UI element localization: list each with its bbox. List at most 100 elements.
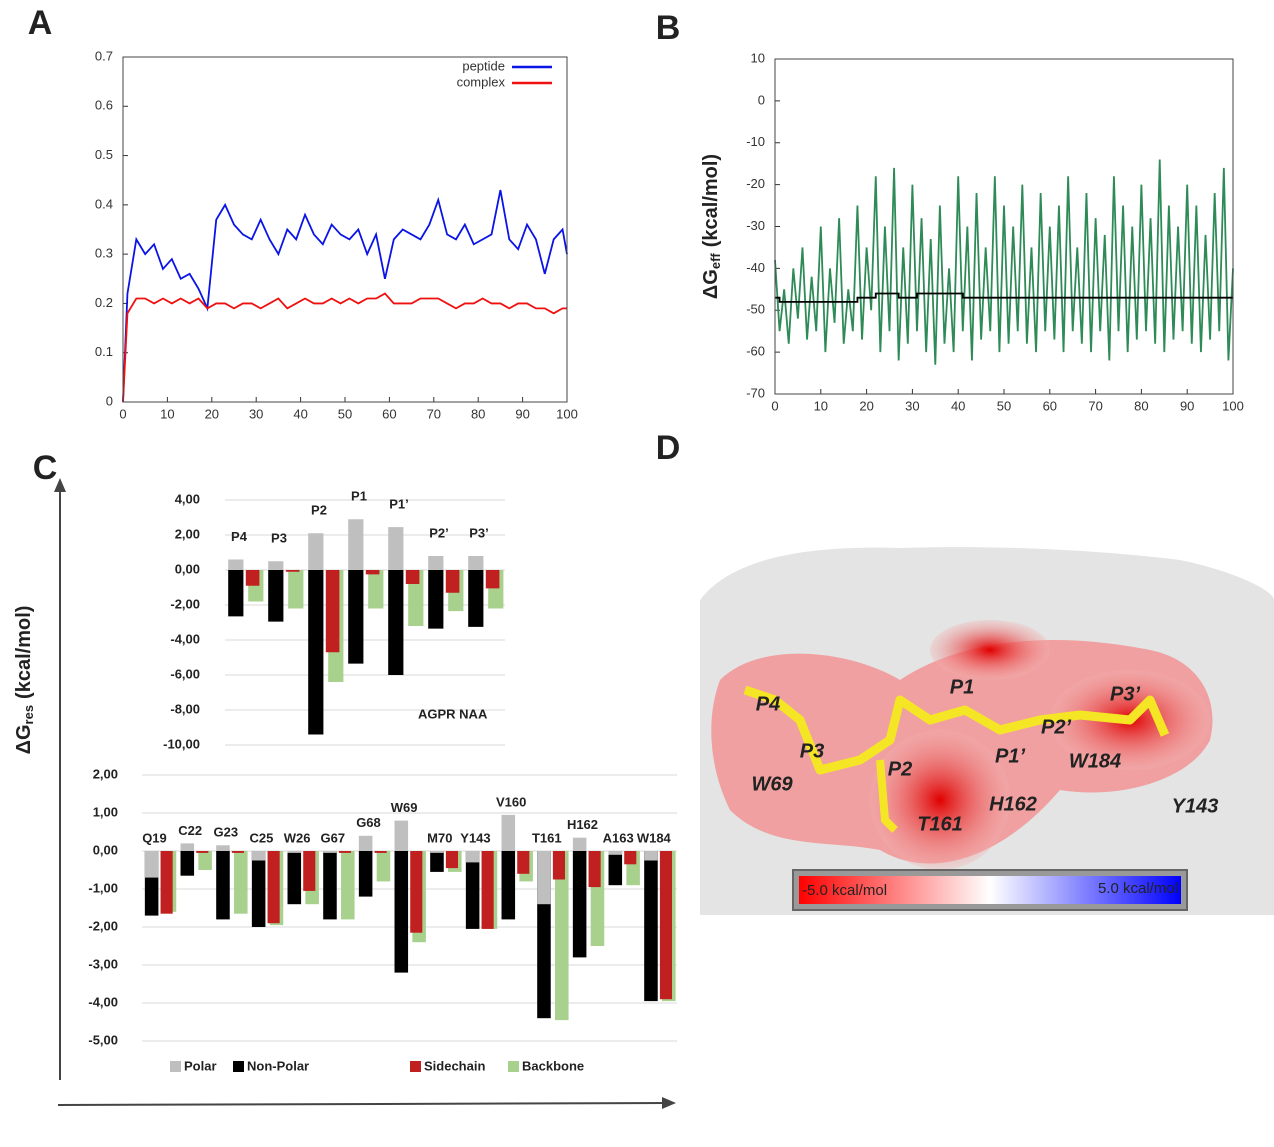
bar [288, 851, 302, 853]
bar [145, 851, 159, 878]
category-label: P1’ [389, 497, 409, 512]
colorbar-label: 5.0 kcal/mol [1098, 880, 1178, 897]
panel-label: D [656, 429, 681, 467]
y-tick-label: -70 [746, 385, 765, 400]
series-line [123, 294, 567, 402]
x-tick-label: 70 [1088, 398, 1102, 413]
y-tick-label: -4,00 [170, 631, 200, 646]
y-tick-label: -10,00 [163, 736, 200, 751]
x-tick-label: 10 [160, 406, 174, 421]
bar [553, 851, 565, 880]
y-tick-label: -5,00 [88, 1032, 118, 1047]
y-tick-label: 10 [751, 50, 765, 65]
category-label: W69 [391, 800, 418, 815]
x-tick-label: 100 [556, 406, 578, 421]
axis-title-part: (kcal/mol) [700, 154, 722, 247]
bar [368, 570, 383, 609]
axis-title-part: ΔG [13, 724, 35, 754]
site-label: P1 [950, 676, 974, 698]
colorbar-label: -5.0 kcal/mol [802, 882, 887, 899]
axis-title: ΔGeff(kcal/mol) [700, 154, 723, 299]
bar [268, 561, 283, 570]
y-tick-label: -50 [746, 302, 765, 317]
bar [410, 851, 422, 933]
category-label: C22 [178, 823, 202, 838]
bar [161, 851, 173, 914]
legend-label: Non-Polar [247, 1058, 309, 1073]
x-tick-label: 50 [338, 406, 352, 421]
y-tick-label: -3,00 [88, 956, 118, 971]
category-label: G68 [356, 815, 381, 830]
figure: ABCD00.10.20.30.40.50.60.701020304050607… [0, 0, 1274, 1147]
y-tick-label: -40 [746, 260, 765, 275]
category-label: Y143 [460, 830, 490, 845]
x-tick-label: 100 [1222, 398, 1244, 413]
series-line [775, 160, 1233, 365]
bar [573, 851, 587, 957]
bar [286, 570, 300, 572]
arrow-head [662, 1097, 676, 1109]
panel-label: A [28, 4, 53, 42]
bar [406, 570, 420, 584]
bar [502, 851, 516, 919]
x-tick-label: 0 [119, 406, 126, 421]
bar [482, 851, 494, 929]
axis-title: ΔGres(kcal/mol) [13, 606, 36, 755]
site-label: P2 [888, 758, 912, 780]
x-tick-label: 20 [859, 398, 873, 413]
y-tick-label: 0.4 [95, 196, 113, 211]
y-tick-label: 2,00 [175, 526, 200, 541]
x-tick-label: 0 [771, 398, 778, 413]
category-label: W184 [637, 830, 672, 845]
x-tick-label: 40 [951, 398, 965, 413]
bar [288, 851, 302, 904]
category-label: V160 [496, 794, 526, 809]
bar [446, 851, 458, 868]
y-tick-label: 0.5 [95, 147, 113, 162]
series-line [123, 190, 567, 402]
y-tick-label: 0,00 [93, 842, 118, 857]
bar [377, 851, 391, 881]
y-tick-label: -2,00 [170, 596, 200, 611]
x-tick-label: 30 [249, 406, 263, 421]
category-label: M70 [427, 830, 452, 845]
y-tick-label: 0.6 [95, 98, 113, 113]
category-label: P4 [231, 529, 248, 544]
y-tick-label: -60 [746, 344, 765, 359]
residue-label: H162 [989, 793, 1037, 815]
x-tick-label: 80 [1134, 398, 1148, 413]
bar [644, 851, 658, 861]
category-label: A163 [603, 830, 634, 845]
x-tick-label: 60 [1043, 398, 1057, 413]
category-label: P1 [351, 489, 367, 504]
bar [395, 851, 409, 973]
residue-label: W69 [751, 773, 793, 795]
y-tick-label: -1,00 [88, 880, 118, 895]
y-tick-label: -2,00 [88, 918, 118, 933]
site-label: P2’ [1041, 716, 1071, 738]
bar [388, 570, 403, 675]
axis-title-part: ΔG [700, 269, 722, 299]
legend-label: peptide [462, 58, 505, 73]
x-tick-label: 50 [997, 398, 1011, 413]
bar [428, 570, 443, 629]
bar [303, 851, 315, 891]
y-tick-label: 2,00 [93, 766, 118, 781]
x-tick-label: 40 [293, 406, 307, 421]
bar [446, 570, 460, 593]
bar [609, 851, 623, 855]
category-label: P3’ [469, 525, 489, 540]
bar [388, 527, 403, 570]
bar [323, 851, 337, 919]
residue-label: T161 [917, 813, 963, 835]
bar [181, 851, 195, 876]
legend-label: complex [457, 74, 506, 89]
y-tick-label: 0.1 [95, 344, 113, 359]
legend-swatch [508, 1061, 519, 1072]
bar [348, 519, 363, 570]
category-label: G67 [321, 830, 346, 845]
x-tick-label: 90 [1180, 398, 1194, 413]
bar [486, 570, 500, 588]
site-label: P3 [800, 740, 824, 762]
y-tick-label: -8,00 [170, 701, 200, 716]
